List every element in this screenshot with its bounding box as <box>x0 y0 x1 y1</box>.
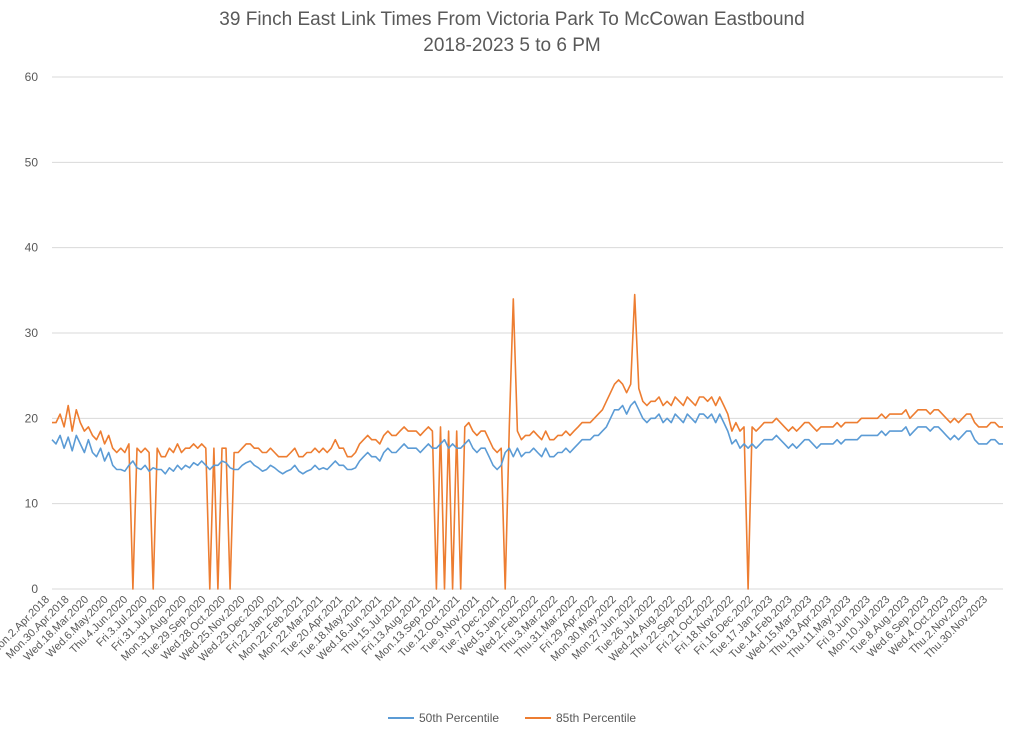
legend: 50th Percentile 85th Percentile <box>388 711 636 725</box>
y-tick-label: 10 <box>25 497 39 511</box>
x-axis-ticks: Mon.2.Apr.2018Mon.30.Apr.2018Wed.18.Mar.… <box>0 594 990 665</box>
y-tick-label: 40 <box>25 241 39 255</box>
legend-label-50th: 50th Percentile <box>419 711 499 725</box>
y-tick-label: 60 <box>25 70 39 84</box>
series-lines <box>51 293 1003 590</box>
series-line-50th-percentile <box>51 400 1003 475</box>
legend-label-85th: 85th Percentile <box>556 711 636 725</box>
y-tick-label: 50 <box>25 155 39 169</box>
y-tick-label: 20 <box>25 411 39 425</box>
y-tick-label: 0 <box>31 582 38 596</box>
y-axis-ticks: 0 10 20 30 40 50 60 <box>25 70 39 596</box>
y-tick-label: 30 <box>25 326 39 340</box>
chart-subtitle: 2018-2023 5 to 6 PM <box>423 35 601 56</box>
series-line-85th-percentile <box>52 293 1003 590</box>
gridlines <box>52 76 1003 590</box>
chart-title: 39 Finch East Link Times From Victoria P… <box>219 9 805 30</box>
